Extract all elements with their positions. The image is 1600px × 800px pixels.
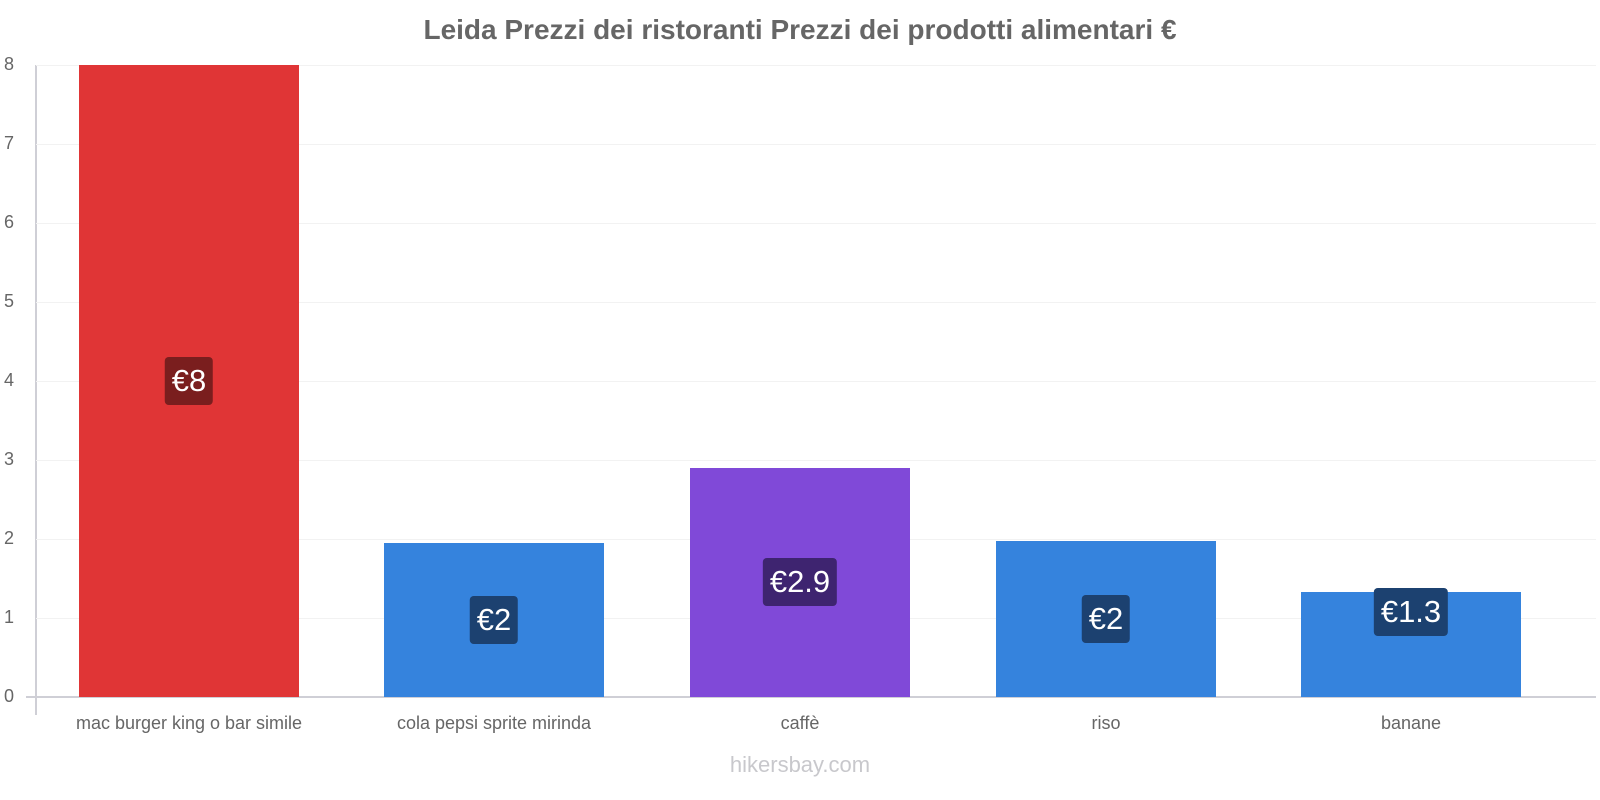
x-tick-label: cola pepsi sprite mirinda — [396, 713, 592, 733]
gridline — [36, 223, 1596, 224]
gridline — [36, 144, 1596, 145]
gridline — [36, 460, 1596, 461]
bar-value-label: €2 — [1081, 595, 1131, 643]
x-tick-label: caffè — [780, 713, 820, 733]
gridline — [36, 65, 1596, 66]
y-tick-label: 0 — [4, 686, 15, 706]
x-tick-label: banane — [1380, 713, 1442, 733]
bar-value-label: €1.3 — [1373, 588, 1449, 636]
y-axis-line — [35, 65, 37, 715]
bar-value-label: €2 — [469, 596, 519, 644]
y-tick-label: 4 — [4, 370, 15, 390]
watermark: hikersbay.com — [729, 752, 871, 777]
chart-title: Leida Prezzi dei ristoranti Prezzi dei p… — [423, 14, 1177, 45]
y-tick-label: 8 — [4, 54, 15, 74]
gridline — [36, 381, 1596, 382]
gridline — [36, 302, 1596, 303]
y-axis-zero-tick — [26, 696, 36, 698]
y-tick-label: 2 — [4, 528, 15, 548]
x-axis-line — [36, 696, 1596, 698]
y-tick-label: 3 — [4, 449, 15, 469]
y-tick-label: 6 — [4, 212, 15, 232]
y-tick-label: 7 — [4, 133, 15, 153]
y-tick-label: 1 — [4, 607, 15, 627]
bar-value-label: €2.9 — [762, 558, 838, 606]
y-tick-label: 5 — [4, 291, 15, 311]
x-tick-label: riso — [1091, 713, 1121, 733]
bar-value-label: €8 — [164, 357, 214, 405]
x-tick-label: mac burger king o bar simile — [75, 713, 303, 733]
